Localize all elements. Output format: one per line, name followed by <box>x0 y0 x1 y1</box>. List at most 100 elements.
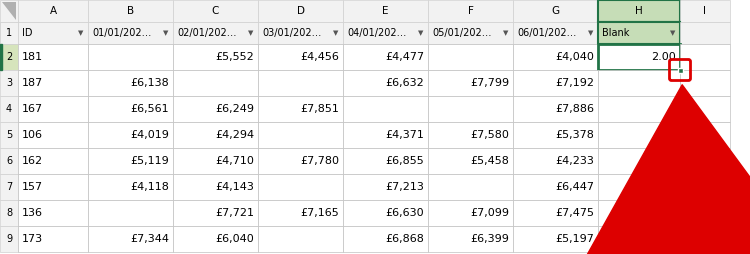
Bar <box>598 70 680 96</box>
Bar <box>173 226 258 252</box>
Text: £4,118: £4,118 <box>130 182 169 192</box>
Bar <box>258 96 343 122</box>
Bar <box>680 174 730 200</box>
Bar <box>88 96 173 122</box>
Bar <box>680 122 730 148</box>
Bar <box>598 148 680 174</box>
Text: F: F <box>467 6 473 16</box>
Text: 04/01/202…: 04/01/202… <box>347 28 406 38</box>
Text: 7: 7 <box>6 182 12 192</box>
Bar <box>173 0 258 22</box>
Bar <box>343 226 428 252</box>
Bar <box>598 200 680 226</box>
Text: £5,119: £5,119 <box>130 156 169 166</box>
Text: 167: 167 <box>22 104 43 114</box>
Bar <box>0 226 18 252</box>
Text: 01/01/202…: 01/01/202… <box>92 28 152 38</box>
Text: £7,213: £7,213 <box>386 182 424 192</box>
Text: £5,378: £5,378 <box>555 130 594 140</box>
Text: £4,477: £4,477 <box>385 52 424 62</box>
Bar <box>428 122 513 148</box>
Bar <box>0 70 18 96</box>
Bar <box>343 174 428 200</box>
Bar <box>88 0 173 22</box>
Text: £6,855: £6,855 <box>386 156 424 166</box>
Bar <box>173 148 258 174</box>
Text: £4,233: £4,233 <box>555 156 594 166</box>
Bar <box>258 44 343 70</box>
Bar <box>88 70 173 96</box>
Text: ▼: ▼ <box>248 30 254 36</box>
Text: ▼: ▼ <box>78 30 84 36</box>
Text: E: E <box>382 6 388 16</box>
Bar <box>343 22 428 44</box>
Text: 2.00: 2.00 <box>651 52 676 62</box>
Bar <box>88 122 173 148</box>
Bar <box>513 44 598 70</box>
Text: £4,456: £4,456 <box>300 52 339 62</box>
Text: £4,371: £4,371 <box>386 130 424 140</box>
Bar <box>258 122 343 148</box>
Text: £7,799: £7,799 <box>470 78 509 88</box>
Text: A: A <box>50 6 56 16</box>
Bar <box>258 70 343 96</box>
Bar <box>513 22 598 44</box>
Text: £4,710: £4,710 <box>215 156 254 166</box>
Bar <box>428 70 513 96</box>
Bar <box>0 174 18 200</box>
Bar <box>513 0 598 22</box>
Bar <box>0 122 18 148</box>
Bar <box>680 22 730 44</box>
Bar <box>343 200 428 226</box>
Bar <box>680 0 730 22</box>
Text: 4: 4 <box>6 104 12 114</box>
Bar <box>343 148 428 174</box>
Bar <box>513 174 598 200</box>
Text: £6,249: £6,249 <box>215 104 254 114</box>
Text: £6,447: £6,447 <box>555 182 594 192</box>
Bar <box>343 44 428 70</box>
Bar <box>18 174 88 200</box>
Bar <box>18 226 88 252</box>
Bar <box>258 174 343 200</box>
Bar <box>428 44 513 70</box>
Text: £7,780: £7,780 <box>300 156 339 166</box>
Text: ID: ID <box>22 28 32 38</box>
Text: 173: 173 <box>22 234 43 244</box>
Bar <box>343 122 428 148</box>
Text: C: C <box>211 6 219 16</box>
Bar <box>88 226 173 252</box>
Bar <box>173 44 258 70</box>
Text: 3: 3 <box>6 78 12 88</box>
Bar <box>0 22 18 44</box>
Text: ▼: ▼ <box>670 30 676 36</box>
Bar <box>258 0 343 22</box>
Bar <box>598 122 680 148</box>
Text: 106: 106 <box>22 130 43 140</box>
Bar <box>173 174 258 200</box>
Bar <box>343 70 428 96</box>
Text: £6,561: £6,561 <box>130 104 169 114</box>
Text: 8: 8 <box>6 208 12 218</box>
Bar <box>513 226 598 252</box>
Text: £6,040: £6,040 <box>215 234 254 244</box>
Text: £7,099: £7,099 <box>470 208 509 218</box>
Bar <box>173 122 258 148</box>
Bar <box>428 22 513 44</box>
Text: D: D <box>296 6 304 16</box>
Bar <box>173 70 258 96</box>
Bar <box>88 174 173 200</box>
Bar <box>680 70 730 96</box>
Text: £5,552: £5,552 <box>215 52 254 62</box>
Text: £6,868: £6,868 <box>386 234 424 244</box>
Bar <box>428 200 513 226</box>
Bar <box>513 70 598 96</box>
Text: 1: 1 <box>6 28 12 38</box>
Text: ▼: ▼ <box>588 30 594 36</box>
Bar <box>680 44 730 70</box>
Bar <box>0 22 18 44</box>
Text: £4,294: £4,294 <box>214 130 254 140</box>
Bar <box>18 200 88 226</box>
Text: ▼: ▼ <box>333 30 339 36</box>
Bar <box>513 122 598 148</box>
